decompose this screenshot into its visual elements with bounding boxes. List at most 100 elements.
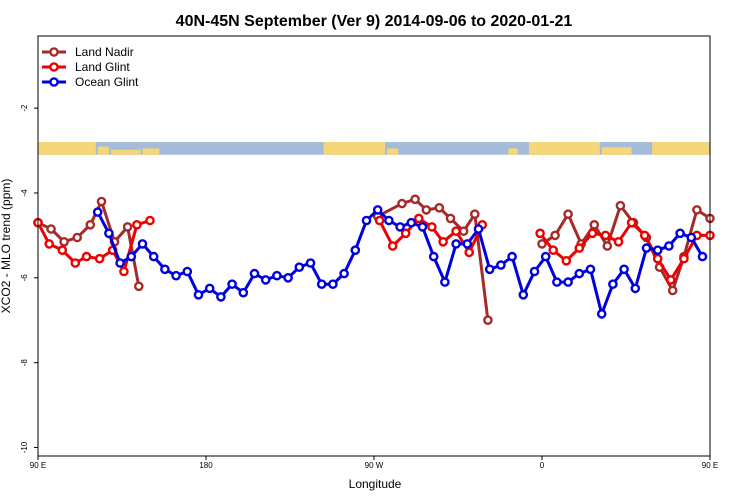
legend-marker-ocean-glint [49,77,59,87]
ocean-glint-point [440,277,450,287]
land-glint-point [464,247,475,258]
land-band-segment [142,148,160,155]
land-nadir-point [410,194,420,205]
land-nadir-point [692,205,702,215]
x-axis-label: Longitude [349,477,402,491]
y-tick-label: -2 [20,104,29,112]
land-glint-point [427,222,437,232]
ocean-glint-point [596,309,607,319]
ocean-glint-point [496,260,506,270]
land-nadir-point [59,236,69,247]
land-glint-point [94,253,105,264]
x-tick-label: 90 E [702,461,718,470]
land-glint-point [119,266,129,277]
ocean-glint-point [294,262,305,273]
ocean-glint-point [372,205,383,215]
land-nadir-point [537,239,547,249]
ocean-glint-point [193,289,204,300]
land-nadir-point [85,219,96,230]
land-glint-line [36,219,151,273]
land-nadir-point [550,230,560,241]
land-glint-point [70,258,81,268]
legend-label-land-nadir: Land Nadir [75,45,134,59]
ocean-glint-point [540,251,551,262]
ocean-glint-point [328,279,338,290]
ocean-glint-point [585,264,596,275]
land-band-segment [97,146,109,155]
x-tick-label: 180 [199,461,213,470]
land-band-segment [601,147,632,155]
ocean-glint-point [305,258,316,268]
ocean-glint-point [563,277,573,287]
ocean-glint-point [316,279,327,290]
land-band-segment [38,142,96,155]
ocean-glint-point [608,279,618,290]
land-nadir-point [602,241,613,251]
land-nadir-point [133,281,144,292]
land-nadir-point [563,209,573,219]
ocean-glint-point [641,243,652,253]
land-glint-point [666,275,676,285]
ocean-glint-point [216,292,226,302]
land-glint-point [639,230,650,241]
land-ocean-band [38,142,710,155]
x-tick-label: 90 W [365,461,384,470]
land-glint-point [413,213,424,224]
ocean-glint-point [428,251,439,262]
land-glint-point [145,215,155,226]
ocean-glint-point [350,245,361,255]
land-glint-point [44,239,55,249]
land-glint-point [374,215,385,226]
ocean-glint-point [664,241,674,251]
land-glint-point [587,228,598,239]
ocean-glint-point [619,264,629,275]
land-nadir-point [122,222,133,232]
ocean-glint-point [552,277,562,287]
chart-title: 40N-45N September (Ver 9) 2014-09-06 to … [176,13,573,30]
land-nadir-point [434,202,445,213]
ocean-glint-point [160,264,170,275]
land-glint-point [387,241,398,251]
ocean-glint-point [451,239,461,249]
land-nadir-point [483,315,493,326]
ocean-glint-point [574,268,585,279]
ocean-glint-point [104,228,114,239]
land-nadir-point [46,224,56,234]
ocean-glint-point [361,215,372,226]
land-band-segment [652,142,710,155]
ocean-glint-point [675,228,685,239]
ocean-glint-point [182,266,193,277]
legend-label-land-glint: Land Glint [75,60,130,74]
ocean-glint-point [204,283,215,294]
x-tick-label: 90 E [30,461,46,470]
ocean-glint-point [473,224,484,234]
ocean-glint-point [227,279,237,290]
ocean-glint-point [272,270,282,281]
land-glint-point [626,217,637,228]
land-nadir-point [589,219,600,230]
ocean-glint-point [384,215,394,226]
land-nadir-point [421,205,432,215]
ocean-glint-point [238,287,249,298]
land-glint-point [400,228,411,239]
ocean-glint-point [406,217,417,228]
land-band-segment [528,142,600,155]
ocean-glint-point [518,289,529,300]
ocean-glint-point [115,258,125,268]
land-glint-point [652,253,663,264]
series-layer [33,194,715,326]
ocean-glint-point [126,251,137,262]
land-nadir-point [397,198,407,209]
ocean-glint-point [484,264,495,275]
ocean-glint-point [171,270,181,281]
land-glint-point [679,253,689,264]
land-band-segment [323,142,386,155]
ocean-glint-point [652,245,663,255]
ocean-glint-point [137,239,148,249]
land-nadir-point [445,213,456,224]
ocean-glint-point [395,222,405,232]
land-glint-point [561,255,572,266]
y-tick-label: -6 [20,274,29,282]
y-axis-label: XCO2 - MLO trend (ppm) [0,179,13,314]
